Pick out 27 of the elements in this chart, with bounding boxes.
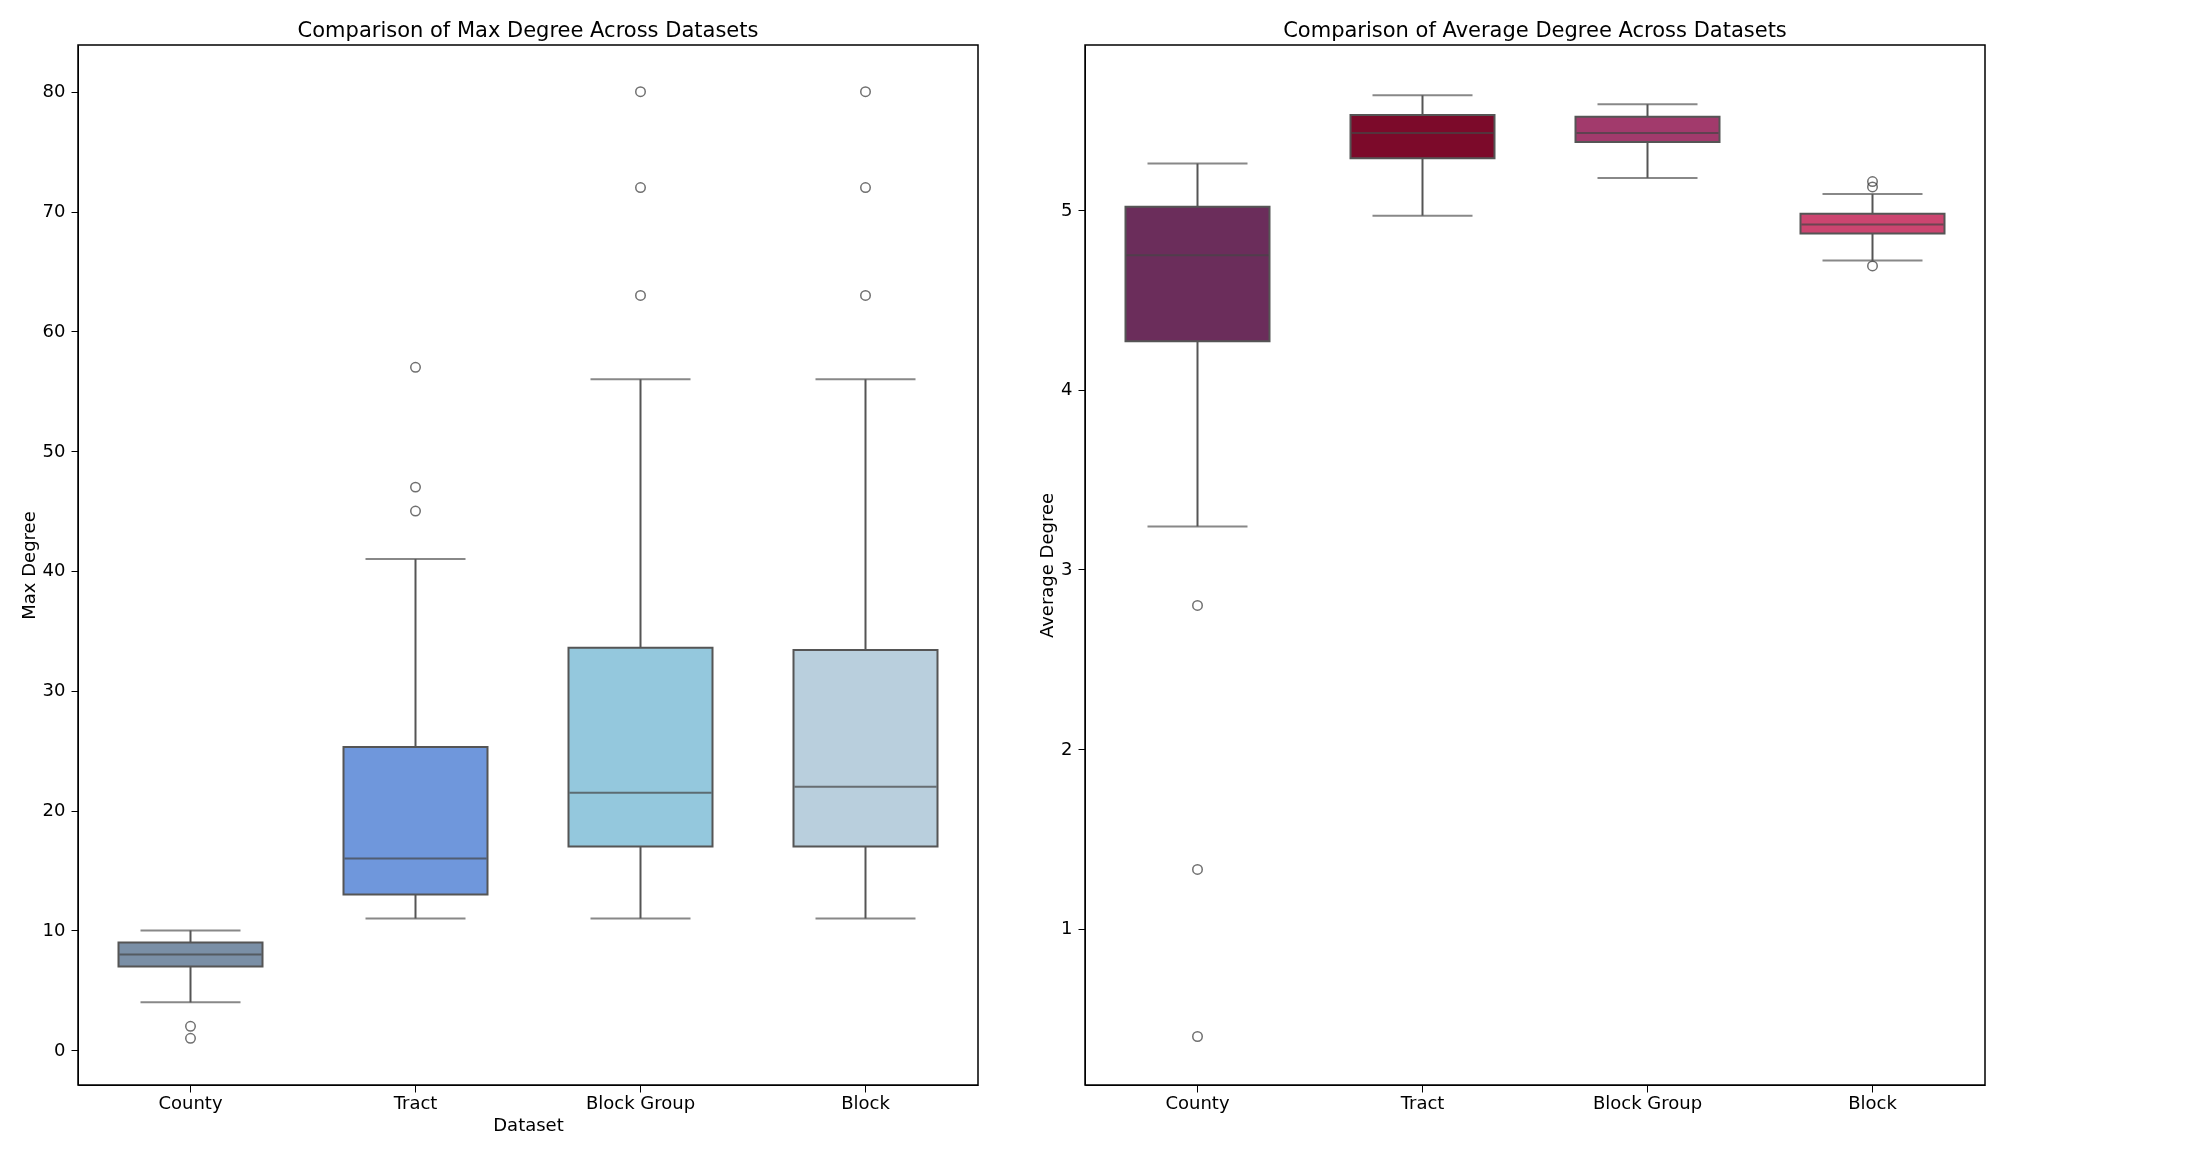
y-tick-label: 50 xyxy=(42,439,66,461)
x-tick-label: County xyxy=(1165,1091,1230,1113)
y-axis-title: Average Degree xyxy=(1036,492,1058,639)
y-tick-label: 10 xyxy=(42,918,66,940)
y-tick-label: 30 xyxy=(42,679,66,701)
y-tick-label: 3 xyxy=(1061,557,1073,579)
x-axis-title: Dataset xyxy=(493,1113,564,1135)
y-tick-label: 70 xyxy=(42,200,66,222)
x-tick-label: Block Group xyxy=(1592,1091,1703,1113)
y-tick-label: 5 xyxy=(1061,198,1073,220)
y-tick-label: 2 xyxy=(1061,737,1073,759)
y-tick-label: 0 xyxy=(54,1038,66,1060)
y-tick-label: 60 xyxy=(42,319,66,341)
x-tick-label: County xyxy=(158,1091,223,1113)
chart-title: Comparison of Average Degree Across Datasets xyxy=(1283,18,1787,42)
chart-title: Comparison of Max Degree Across Datasets xyxy=(297,18,759,42)
x-tick-label: Tract xyxy=(392,1091,438,1113)
y-tick-label: 20 xyxy=(42,799,66,821)
x-tick-label: Block Group xyxy=(585,1091,696,1113)
y-tick-label: 80 xyxy=(42,80,66,102)
y-tick-label: 40 xyxy=(42,559,66,581)
x-tick-label: Tract xyxy=(1399,1091,1445,1113)
y-axis-title: Max Degree xyxy=(17,511,39,620)
y-tick-label: 1 xyxy=(1061,917,1073,939)
x-tick-label: Block xyxy=(1848,1091,1898,1113)
x-tick-label: Block xyxy=(841,1091,891,1113)
y-tick-label: 4 xyxy=(1061,378,1073,400)
